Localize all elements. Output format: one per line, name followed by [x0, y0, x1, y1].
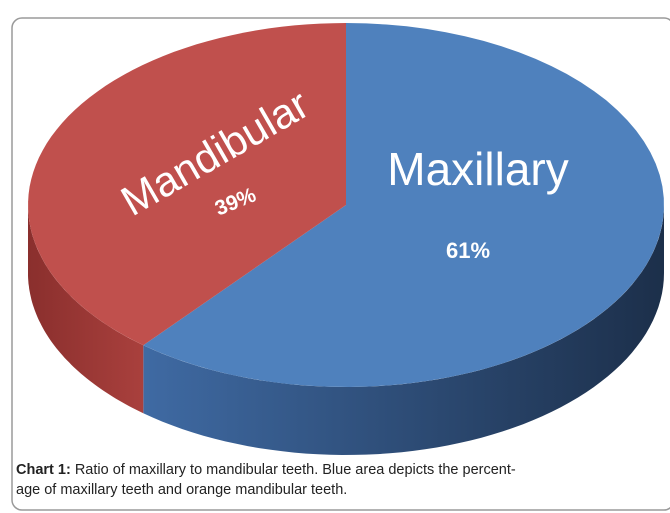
slice-label: Maxillary [387, 143, 568, 195]
caption-label: Chart 1: [16, 462, 71, 478]
figure-frame [11, 17, 670, 511]
value-label: 61% [446, 238, 490, 263]
slice-side [28, 205, 144, 414]
caption-text: Ratio of maxillary to mandibular teeth. … [75, 462, 516, 478]
caption-line: age of maxillary teeth and orange mandib… [16, 482, 347, 498]
slice-side [143, 205, 665, 455]
slice [28, 23, 346, 346]
slice [143, 23, 664, 387]
caption-line: Chart 1: Ratio of maxillary to mandibula… [16, 462, 516, 478]
